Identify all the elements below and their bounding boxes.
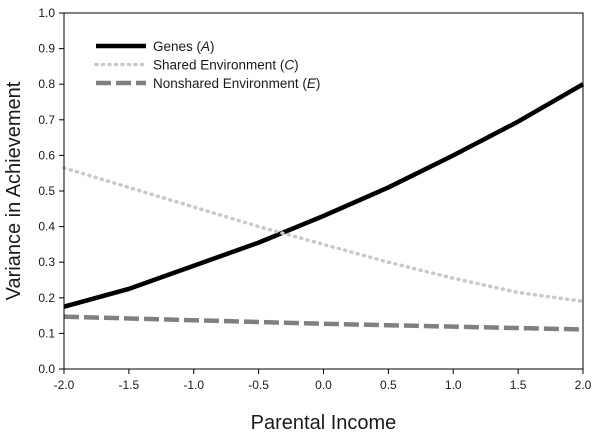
y-tick-label: 0.8 [38, 77, 55, 91]
y-tick-label: 0.0 [38, 362, 55, 376]
x-axis-ticks: -2.0 -1.5 -1.0 -0.5 0.0 0.5 1.0 1.5 2.0 [54, 369, 592, 392]
x-tick-label: 0.5 [380, 378, 397, 392]
legend-series-symbol: E [307, 76, 317, 91]
y-tick-label: 0.2 [38, 291, 55, 305]
x-axis-title: Parental Income [251, 412, 397, 434]
x-tick-label: -1.5 [119, 378, 140, 392]
x-tick-label: -2.0 [54, 378, 75, 392]
x-tick-label: 0.0 [315, 378, 332, 392]
x-tick-label: -1.0 [183, 378, 204, 392]
legend-paren: ) [294, 58, 299, 73]
plot-frame [63, 12, 584, 370]
y-tick-label: 0.5 [38, 184, 55, 198]
legend-label: Nonshared Environment (E) [153, 76, 320, 91]
y-tick-label: 0.9 [38, 42, 55, 56]
y-tick-label: 0.6 [38, 148, 55, 162]
legend-series-name: Genes ( [153, 39, 202, 54]
legend-label: Shared Environment (C) [153, 58, 299, 73]
series-layer [62, 82, 585, 332]
y-tick-label: 0.3 [38, 255, 55, 269]
series-line-shared-environment [62, 166, 585, 304]
y-axis-title: Variance in Achievement [3, 81, 25, 300]
x-tick-label: 1.5 [510, 378, 527, 392]
legend-series-name: Shared Environment ( [153, 58, 285, 73]
legend-series-name: Nonshared Environment ( [153, 76, 307, 91]
legend-series-symbol: A [200, 39, 210, 54]
x-tick-label: 1.0 [445, 378, 462, 392]
legend-paren: ) [316, 76, 321, 91]
y-axis-ticks: 0.0 0.1 0.2 0.3 0.4 0.5 0.6 0.7 0.8 0.9 1.0 [38, 6, 64, 376]
y-tick-label: 0.1 [38, 326, 55, 340]
series-line-genes [63, 82, 585, 309]
x-tick-label: 2.0 [575, 378, 592, 392]
x-tick-label: -0.5 [248, 378, 269, 392]
series-line-nonshared-environment [63, 314, 584, 332]
legend-label: Genes (A) [153, 39, 215, 54]
y-tick-label: 0.7 [38, 113, 55, 127]
legend-series-symbol: C [284, 58, 294, 73]
y-tick-label: 1.0 [38, 6, 55, 20]
legend-paren: ) [210, 39, 215, 54]
legend: Genes (A)Shared Environment (C)Nonshared… [94, 39, 320, 91]
y-tick-label: 0.4 [38, 220, 55, 234]
